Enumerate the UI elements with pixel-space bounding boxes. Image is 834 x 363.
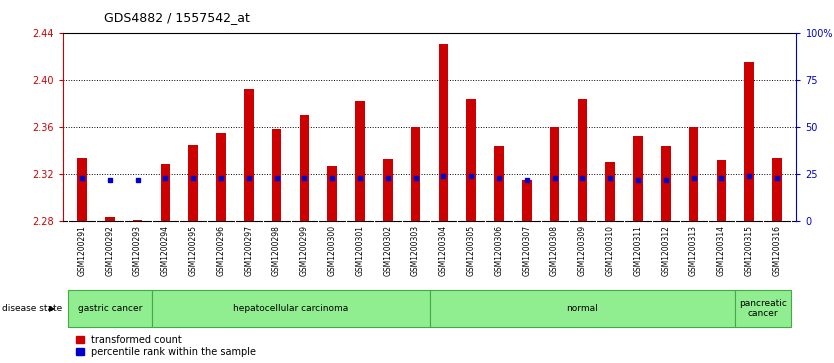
Bar — [410, 127, 420, 221]
Bar — [550, 127, 560, 221]
Bar — [772, 158, 781, 221]
Bar — [160, 164, 170, 221]
Text: GSM1200309: GSM1200309 — [578, 225, 587, 276]
Text: normal: normal — [566, 304, 598, 313]
Text: GSM1200302: GSM1200302 — [384, 225, 392, 276]
Text: ▶: ▶ — [49, 304, 56, 313]
Text: GSM1200295: GSM1200295 — [188, 225, 198, 276]
Text: gastric cancer: gastric cancer — [78, 304, 142, 313]
Text: GSM1200316: GSM1200316 — [772, 225, 781, 276]
Text: GSM1200292: GSM1200292 — [105, 225, 114, 276]
Bar — [577, 99, 587, 221]
Text: GSM1200291: GSM1200291 — [78, 225, 87, 276]
Text: GSM1200314: GSM1200314 — [717, 225, 726, 276]
Text: GSM1200315: GSM1200315 — [745, 225, 754, 276]
Bar — [299, 115, 309, 221]
Bar — [522, 180, 532, 221]
Bar — [605, 162, 615, 221]
Text: GSM1200299: GSM1200299 — [300, 225, 309, 276]
Text: hepatocellular carcinoma: hepatocellular carcinoma — [233, 304, 348, 313]
Text: GDS4882 / 1557542_at: GDS4882 / 1557542_at — [104, 11, 250, 24]
Text: GSM1200312: GSM1200312 — [661, 225, 671, 276]
Bar — [439, 44, 449, 221]
Bar — [105, 217, 114, 221]
Text: GSM1200298: GSM1200298 — [272, 225, 281, 276]
Text: pancreatic
cancer: pancreatic cancer — [739, 299, 787, 318]
Text: GSM1200307: GSM1200307 — [522, 225, 531, 276]
Text: GSM1200303: GSM1200303 — [411, 225, 420, 276]
Bar — [188, 145, 198, 221]
Bar — [633, 136, 643, 221]
Text: GSM1200308: GSM1200308 — [550, 225, 559, 276]
Text: disease state: disease state — [2, 304, 62, 313]
Bar — [383, 159, 393, 221]
Bar — [466, 99, 476, 221]
Bar — [68, 290, 152, 327]
Bar — [689, 127, 699, 221]
Bar — [327, 166, 337, 221]
Bar — [272, 129, 282, 221]
Text: GSM1200310: GSM1200310 — [605, 225, 615, 276]
Bar — [430, 290, 736, 327]
Bar — [716, 160, 726, 221]
Bar — [744, 62, 754, 221]
Bar — [77, 158, 87, 221]
Text: GSM1200294: GSM1200294 — [161, 225, 170, 276]
Bar — [355, 101, 364, 221]
Bar — [661, 146, 671, 221]
Bar — [133, 220, 143, 221]
Text: GSM1200306: GSM1200306 — [495, 225, 504, 276]
Text: GSM1200296: GSM1200296 — [217, 225, 225, 276]
Bar — [494, 146, 504, 221]
Bar — [216, 133, 226, 221]
Text: GSM1200311: GSM1200311 — [634, 225, 642, 276]
Text: GSM1200293: GSM1200293 — [133, 225, 142, 276]
Text: GSM1200301: GSM1200301 — [355, 225, 364, 276]
Text: GSM1200304: GSM1200304 — [439, 225, 448, 276]
Legend: transformed count, percentile rank within the sample: transformed count, percentile rank withi… — [76, 335, 256, 357]
Text: GSM1200300: GSM1200300 — [328, 225, 337, 276]
Bar — [736, 290, 791, 327]
Bar — [244, 89, 254, 221]
Text: GSM1200305: GSM1200305 — [467, 225, 475, 276]
Bar — [152, 290, 430, 327]
Text: GSM1200297: GSM1200297 — [244, 225, 254, 276]
Text: GSM1200313: GSM1200313 — [689, 225, 698, 276]
